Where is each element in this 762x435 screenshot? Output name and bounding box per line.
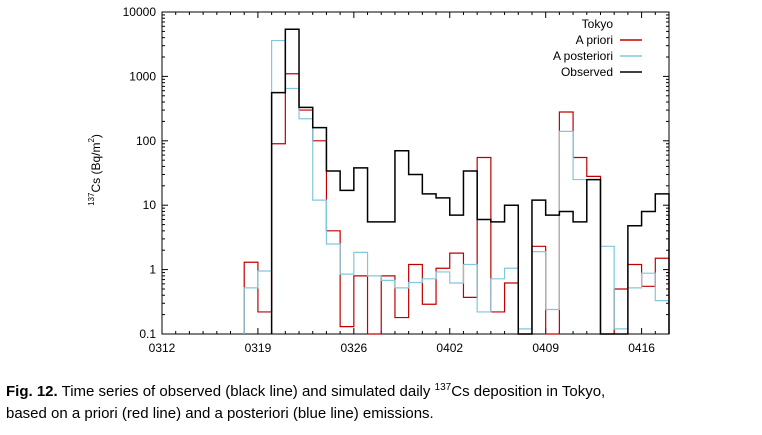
- x-tick-label: 0416: [628, 341, 655, 355]
- legend-label-a-posteriori: A posteriori: [553, 49, 613, 63]
- deposition-time-series-chart: 0.1 1 10 100 1000 10000 0312 0319 0326 0402 0409 04…: [87, 5, 670, 355]
- legend-label-a-priori: A priori: [576, 33, 613, 47]
- x-tick-label: 0319: [245, 341, 272, 355]
- figure-caption: Fig. 12. Time series of observed (black …: [6, 381, 758, 425]
- y-axis-label-superscript: 137: [87, 192, 96, 206]
- x-tick-label: 0326: [340, 341, 367, 355]
- y-axis-label-close: ): [89, 134, 103, 138]
- y-tick-label: 10: [143, 198, 157, 212]
- x-tick-label: 0409: [532, 341, 559, 355]
- x-tick-label: 0402: [436, 341, 463, 355]
- y-tick-label: 100: [136, 134, 156, 148]
- plot-frame: [161, 11, 670, 335]
- legend-title: Tokyo: [582, 17, 614, 31]
- caption-text-before: Time series of observed (black line) and…: [61, 383, 431, 400]
- series-line-a-posteriori: [243, 39, 670, 334]
- series-line-observed: [270, 28, 670, 335]
- legend: Tokyo A priori A posteriori Observed: [553, 17, 642, 79]
- y-tick-label: 0.1: [139, 327, 156, 341]
- legend-label-observed: Observed: [561, 65, 613, 79]
- y-tick-label: 1000: [129, 69, 156, 83]
- caption-isotope-superscript: 137: [434, 382, 452, 393]
- series-layer: [243, 28, 670, 335]
- caption-line-1: Fig. 12. Time series of observed (black …: [6, 381, 758, 403]
- figure-label: Fig. 12.: [6, 383, 58, 400]
- y-tick-label: 10000: [123, 5, 157, 19]
- x-tick-label: 0312: [149, 341, 176, 355]
- caption-line-2: based on a priori (red line) and a poste…: [6, 405, 434, 422]
- y-axis-label-main: Cs (Bq/m: [89, 143, 103, 193]
- series-line-a-priori: [243, 73, 670, 335]
- caption-text-after: Cs deposition in Tokyo,: [451, 383, 606, 400]
- y-tick-label: 1: [149, 263, 156, 277]
- y-axis-label-superscript-2: 2: [87, 138, 96, 143]
- y-axis-label: 137Cs (Bq/m2): [87, 134, 103, 206]
- axes-layer: 0.1 1 10 100 1000 10000 0312 0319 0326 0402 0409 04…: [123, 5, 670, 355]
